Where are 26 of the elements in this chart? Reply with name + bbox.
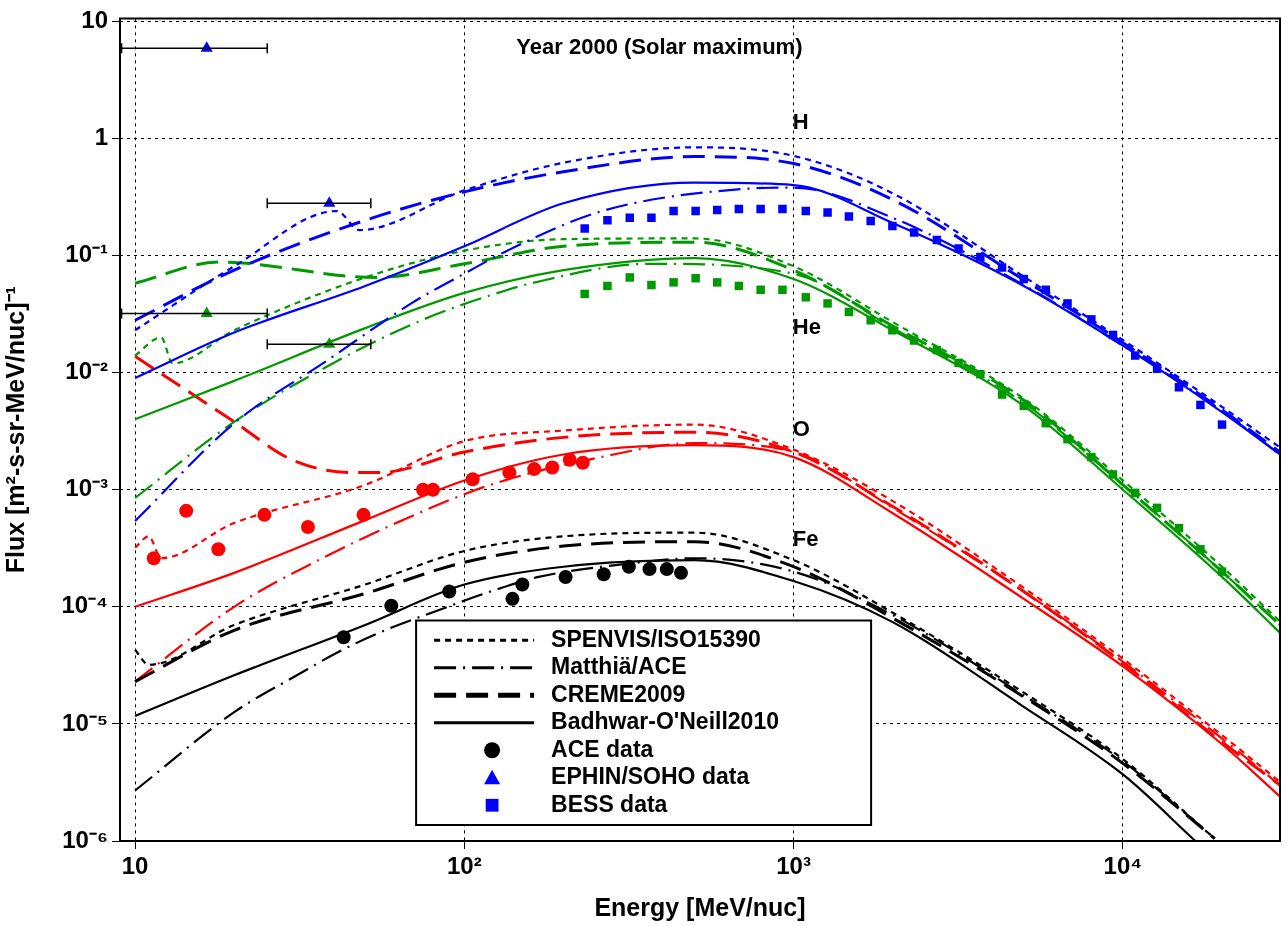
- y-tick-label: 10⁻³: [65, 474, 109, 502]
- x-tick-label: 10²: [447, 852, 482, 880]
- legend-label: ACE data: [551, 735, 654, 762]
- annotation: He: [792, 314, 821, 340]
- annotation: Year 2000 (Solar maximum): [516, 34, 803, 60]
- legend-label: SPENVIS/ISO15390: [551, 625, 761, 652]
- y-axis-title: Flux [m²-s-sr-MeV/nuc]⁻¹: [0, 286, 29, 574]
- annotation: O: [792, 416, 810, 442]
- y-tick-label: 10⁻⁴: [61, 591, 108, 619]
- legend-label: BESS data: [551, 790, 668, 817]
- y-tick-label: 10⁻²: [65, 357, 109, 385]
- legend-label: Matthiä/ACE: [551, 653, 687, 680]
- legend-label: EPHIN/SOHO data: [551, 763, 750, 790]
- x-axis-title: Energy [MeV/nuc]: [594, 892, 806, 921]
- y-tick-label: 10⁻¹: [65, 240, 109, 268]
- x-tick-label: 10: [121, 852, 149, 880]
- legend-label: CREME2009: [551, 680, 686, 707]
- legend-label: Badhwar-O'Neill2010: [551, 708, 779, 735]
- x-tick-label: 10³: [776, 852, 811, 880]
- annotation: Fe: [792, 526, 819, 552]
- y-tick-label: 10: [81, 5, 108, 33]
- x-tick-label: 10⁴: [1103, 852, 1143, 880]
- y-tick-label: 10⁻⁵: [62, 708, 108, 736]
- y-tick-label: 1: [94, 123, 108, 151]
- y-tick-label: 10⁻⁶: [62, 825, 108, 853]
- annotation: H: [792, 109, 809, 135]
